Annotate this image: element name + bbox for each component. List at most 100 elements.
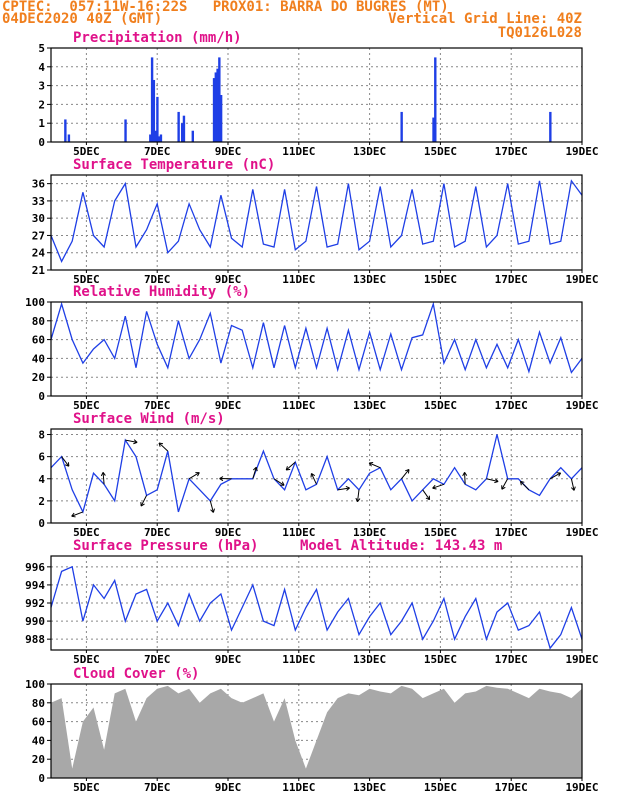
wind-arrowhead: [252, 466, 258, 472]
x-tick-label: 5DEC: [73, 273, 100, 286]
x-tick-label: 9DEC: [215, 399, 242, 412]
header-model-id: TQ0126L028: [497, 25, 582, 41]
precip-bar: [180, 123, 184, 142]
model-altitude-label: Model Altitude: 143.43 m: [300, 538, 502, 554]
precip-bar: [218, 57, 221, 142]
x-tick-label: 5DEC: [73, 653, 100, 666]
wind-arrowhead: [368, 461, 374, 467]
x-tick-label: 9DEC: [215, 145, 242, 158]
panel-title: Surface Temperature (nC): [73, 157, 275, 173]
wind-arrow: [209, 500, 214, 513]
wind-arrow: [368, 462, 381, 469]
wind-arrowhead: [285, 466, 291, 471]
panel-title: Surface Wind (m/s): [73, 411, 225, 427]
panel-frame: [50, 47, 583, 143]
precip-bar: [549, 111, 552, 142]
x-tick-label: 13DEC: [353, 145, 386, 158]
precip-bar: [67, 134, 71, 142]
y-tick-label: 4: [38, 473, 45, 486]
precip-bar: [64, 119, 67, 142]
wind-arrow: [252, 467, 257, 479]
panel-1: 21 24 27 30 33 36 5DEC 7DEC 9DEC 11DEC 13DEC 15DEC 1…: [32, 157, 599, 286]
x-tick-label: 5DEC: [73, 526, 100, 539]
x-tick-label: 17DEC: [495, 781, 528, 794]
wind-arrow: [140, 495, 148, 507]
wind-arrow: [464, 472, 466, 485]
panel-title: Cloud Cover (%): [73, 666, 199, 682]
x-tick-label: 19DEC: [565, 145, 598, 158]
wind-arrowhead: [64, 462, 70, 467]
header-vertical-grid-line: Vertical Grid Line: 40Z: [388, 11, 582, 27]
precip-bar: [432, 117, 435, 142]
y-tick-label: 20: [32, 753, 45, 766]
y-tick-label: 40: [32, 734, 45, 747]
y-tick-label: 3: [38, 80, 45, 93]
precip-bar: [157, 136, 161, 142]
wind-arrowhead: [280, 481, 285, 486]
y-tick-label: 994: [25, 579, 45, 592]
x-tick-label: 13DEC: [353, 526, 386, 539]
x-tick-label: 17DEC: [495, 526, 528, 539]
series-line: [50, 301, 583, 374]
x-tick-label: 7DEC: [144, 526, 171, 539]
panel-3: 0 2 4 6 8 5DEC 7DEC 9DEC 11DEC 13DEC 15DEC 17DEC 19D…: [38, 411, 598, 539]
wind-arrowhead: [219, 476, 224, 482]
y-tick-label: 0: [38, 772, 45, 785]
wind-arrowhead: [425, 495, 431, 501]
x-tick-label: 15DEC: [424, 781, 457, 794]
wind-arrow: [432, 483, 445, 489]
y-tick-label: 27: [32, 229, 45, 242]
header-date: 04DEC2020 40Z (GMT): [2, 11, 163, 27]
x-tick-label: 11DEC: [282, 399, 315, 412]
wind-arrow: [422, 489, 430, 500]
y-tick-label: 30: [32, 212, 45, 225]
precip-bar: [150, 57, 154, 142]
wind-arrow: [549, 472, 561, 480]
wind-arrowhead: [405, 468, 410, 474]
wind-arrow: [486, 478, 499, 482]
y-tick-label: 4: [38, 61, 45, 74]
x-tick-label: 9DEC: [215, 653, 242, 666]
x-tick-label: 17DEC: [495, 145, 528, 158]
wind-arrow: [357, 489, 360, 502]
y-tick-label: 20: [32, 371, 45, 384]
x-tick-label: 13DEC: [353, 399, 386, 412]
precip-bar: [152, 79, 156, 142]
wind-arrowhead: [310, 473, 316, 478]
x-tick-label: 11DEC: [282, 781, 315, 794]
wind-arrow: [125, 439, 138, 443]
precip-bar: [214, 72, 218, 142]
wind-arrowhead: [158, 442, 164, 447]
wind-arrowhead: [501, 485, 506, 490]
panel-title: Relative Humidity (%): [73, 284, 250, 300]
wind-arrow: [102, 472, 105, 485]
x-tick-label: 11DEC: [282, 145, 315, 158]
x-tick-label: 19DEC: [565, 653, 598, 666]
wind-arrow: [401, 469, 410, 480]
x-tick-label: 9DEC: [215, 781, 242, 794]
wind-arrowhead: [355, 497, 361, 503]
wind-arrow: [158, 442, 169, 452]
wind-arrowhead: [345, 485, 350, 491]
wind-arrowhead: [71, 512, 76, 518]
x-tick-label: 19DEC: [565, 781, 598, 794]
wind-arrowhead: [100, 472, 106, 477]
x-tick-label: 13DEC: [353, 273, 386, 286]
y-tick-label: 80: [32, 697, 45, 710]
x-tick-label: 19DEC: [565, 526, 598, 539]
panel-2: 0 20 40 60 80 100 5DEC 7DEC 9DEC 11DEC 13DEC 15DEC 1…: [25, 284, 598, 412]
wind-arrowhead: [195, 472, 200, 477]
panel-frame: [50, 301, 583, 397]
y-tick-label: 33: [32, 195, 45, 208]
wind-arrow: [310, 473, 317, 485]
panel-frame: [50, 428, 583, 524]
x-tick-label: 5DEC: [73, 145, 100, 158]
x-tick-label: 15DEC: [424, 145, 457, 158]
x-tick-label: 13DEC: [353, 781, 386, 794]
wind-arrow: [61, 456, 70, 467]
y-tick-label: 100: [25, 296, 45, 309]
y-tick-label: 2: [38, 98, 45, 111]
y-tick-label: 0: [38, 136, 45, 149]
y-tick-label: 1: [38, 117, 45, 130]
wind-arrow: [273, 478, 285, 486]
